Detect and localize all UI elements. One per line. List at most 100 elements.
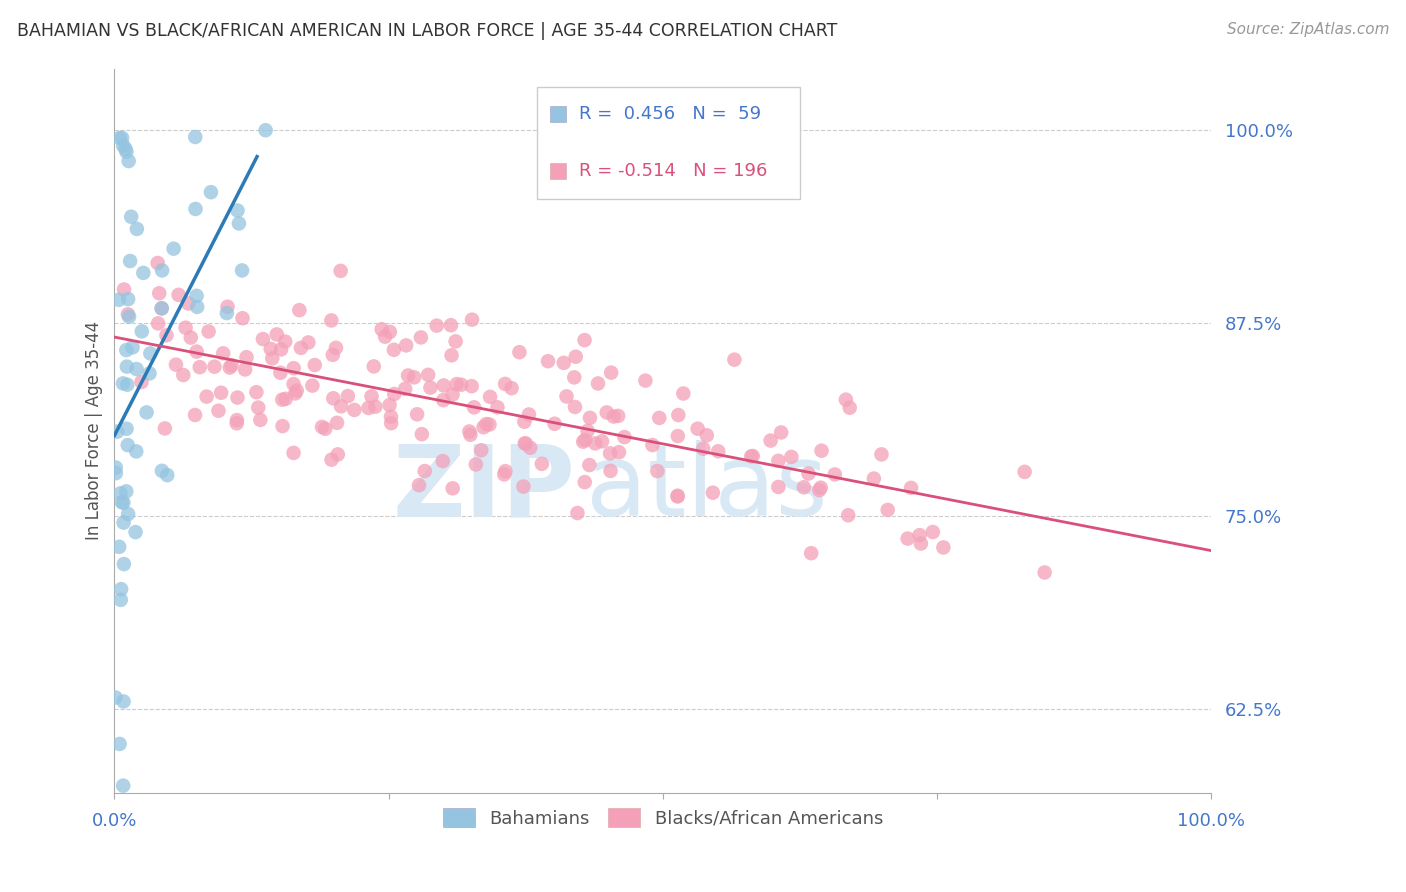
Point [1014,465,1036,479]
Point [564,350,586,364]
Point [221,359,243,373]
Point [200,185,222,199]
Point [426,318,449,333]
Point [290,341,312,355]
Point [374,329,396,343]
Point [343,403,366,417]
Point [325,341,347,355]
Point [184,202,207,216]
Point [247,401,270,415]
Point [104,466,127,480]
Point [378,398,401,412]
Point [648,410,671,425]
Point [555,389,578,403]
Point [494,464,516,478]
Point [146,317,169,331]
Point [270,343,292,357]
FancyBboxPatch shape [550,163,565,179]
Point [572,434,595,449]
Point [768,454,790,468]
Point [112,283,135,297]
Point [215,306,238,320]
Point [810,443,832,458]
Point [226,203,249,218]
Point [207,403,229,417]
Point [494,467,516,482]
Point [501,381,523,395]
Point [111,495,134,509]
Point [360,389,382,403]
Point [444,334,467,349]
Point [148,286,170,301]
Point [574,475,596,489]
Point [271,392,294,407]
Point [596,405,619,419]
Point [231,311,253,326]
Point [838,401,860,415]
Point [117,507,139,521]
Point [186,300,208,314]
Point [460,427,482,442]
Point [153,421,176,435]
Point [574,433,596,447]
Point [311,420,333,434]
Point [284,386,307,401]
Point [165,358,187,372]
Point [115,422,138,436]
Point [117,307,139,321]
Point [564,400,586,414]
Point [406,407,429,421]
Point [226,391,249,405]
Point [759,434,782,448]
Point [613,430,636,444]
Point [686,422,709,436]
Point [131,375,153,389]
Y-axis label: In Labor Force | Age 35-44: In Labor Force | Age 35-44 [86,321,103,541]
Point [515,436,537,450]
Point [461,312,484,326]
Point [132,266,155,280]
Point [125,444,148,458]
Point [120,254,142,268]
Point [304,358,326,372]
Point [150,301,173,316]
Point [150,301,173,315]
Point [155,328,177,343]
Text: ZIP: ZIP [392,441,575,537]
Point [209,385,232,400]
Point [156,468,179,483]
Point [441,481,464,495]
Point [824,467,846,482]
Point [382,387,405,401]
Point [104,460,127,475]
Point [479,390,502,404]
Point [184,408,207,422]
Point [411,427,433,442]
Point [105,425,128,439]
Point [478,417,501,432]
Text: atlas: atlas [586,441,828,537]
Point [326,416,349,430]
Point [463,401,485,415]
Point [666,429,689,443]
Point [808,483,831,497]
Point [186,289,208,303]
Point [870,447,893,461]
Point [364,400,387,414]
Point [125,222,148,236]
Point [440,348,463,362]
Point [231,263,253,277]
Point [115,484,138,499]
Text: 100.0%: 100.0% [1177,812,1246,830]
Point [768,480,790,494]
Point [370,322,392,336]
Point [150,263,173,277]
Point [108,131,131,145]
Point [249,413,271,427]
Point [634,374,657,388]
Point [599,446,621,460]
Point [464,458,486,472]
Point [110,582,132,597]
Point [441,387,464,401]
Point [512,479,534,493]
